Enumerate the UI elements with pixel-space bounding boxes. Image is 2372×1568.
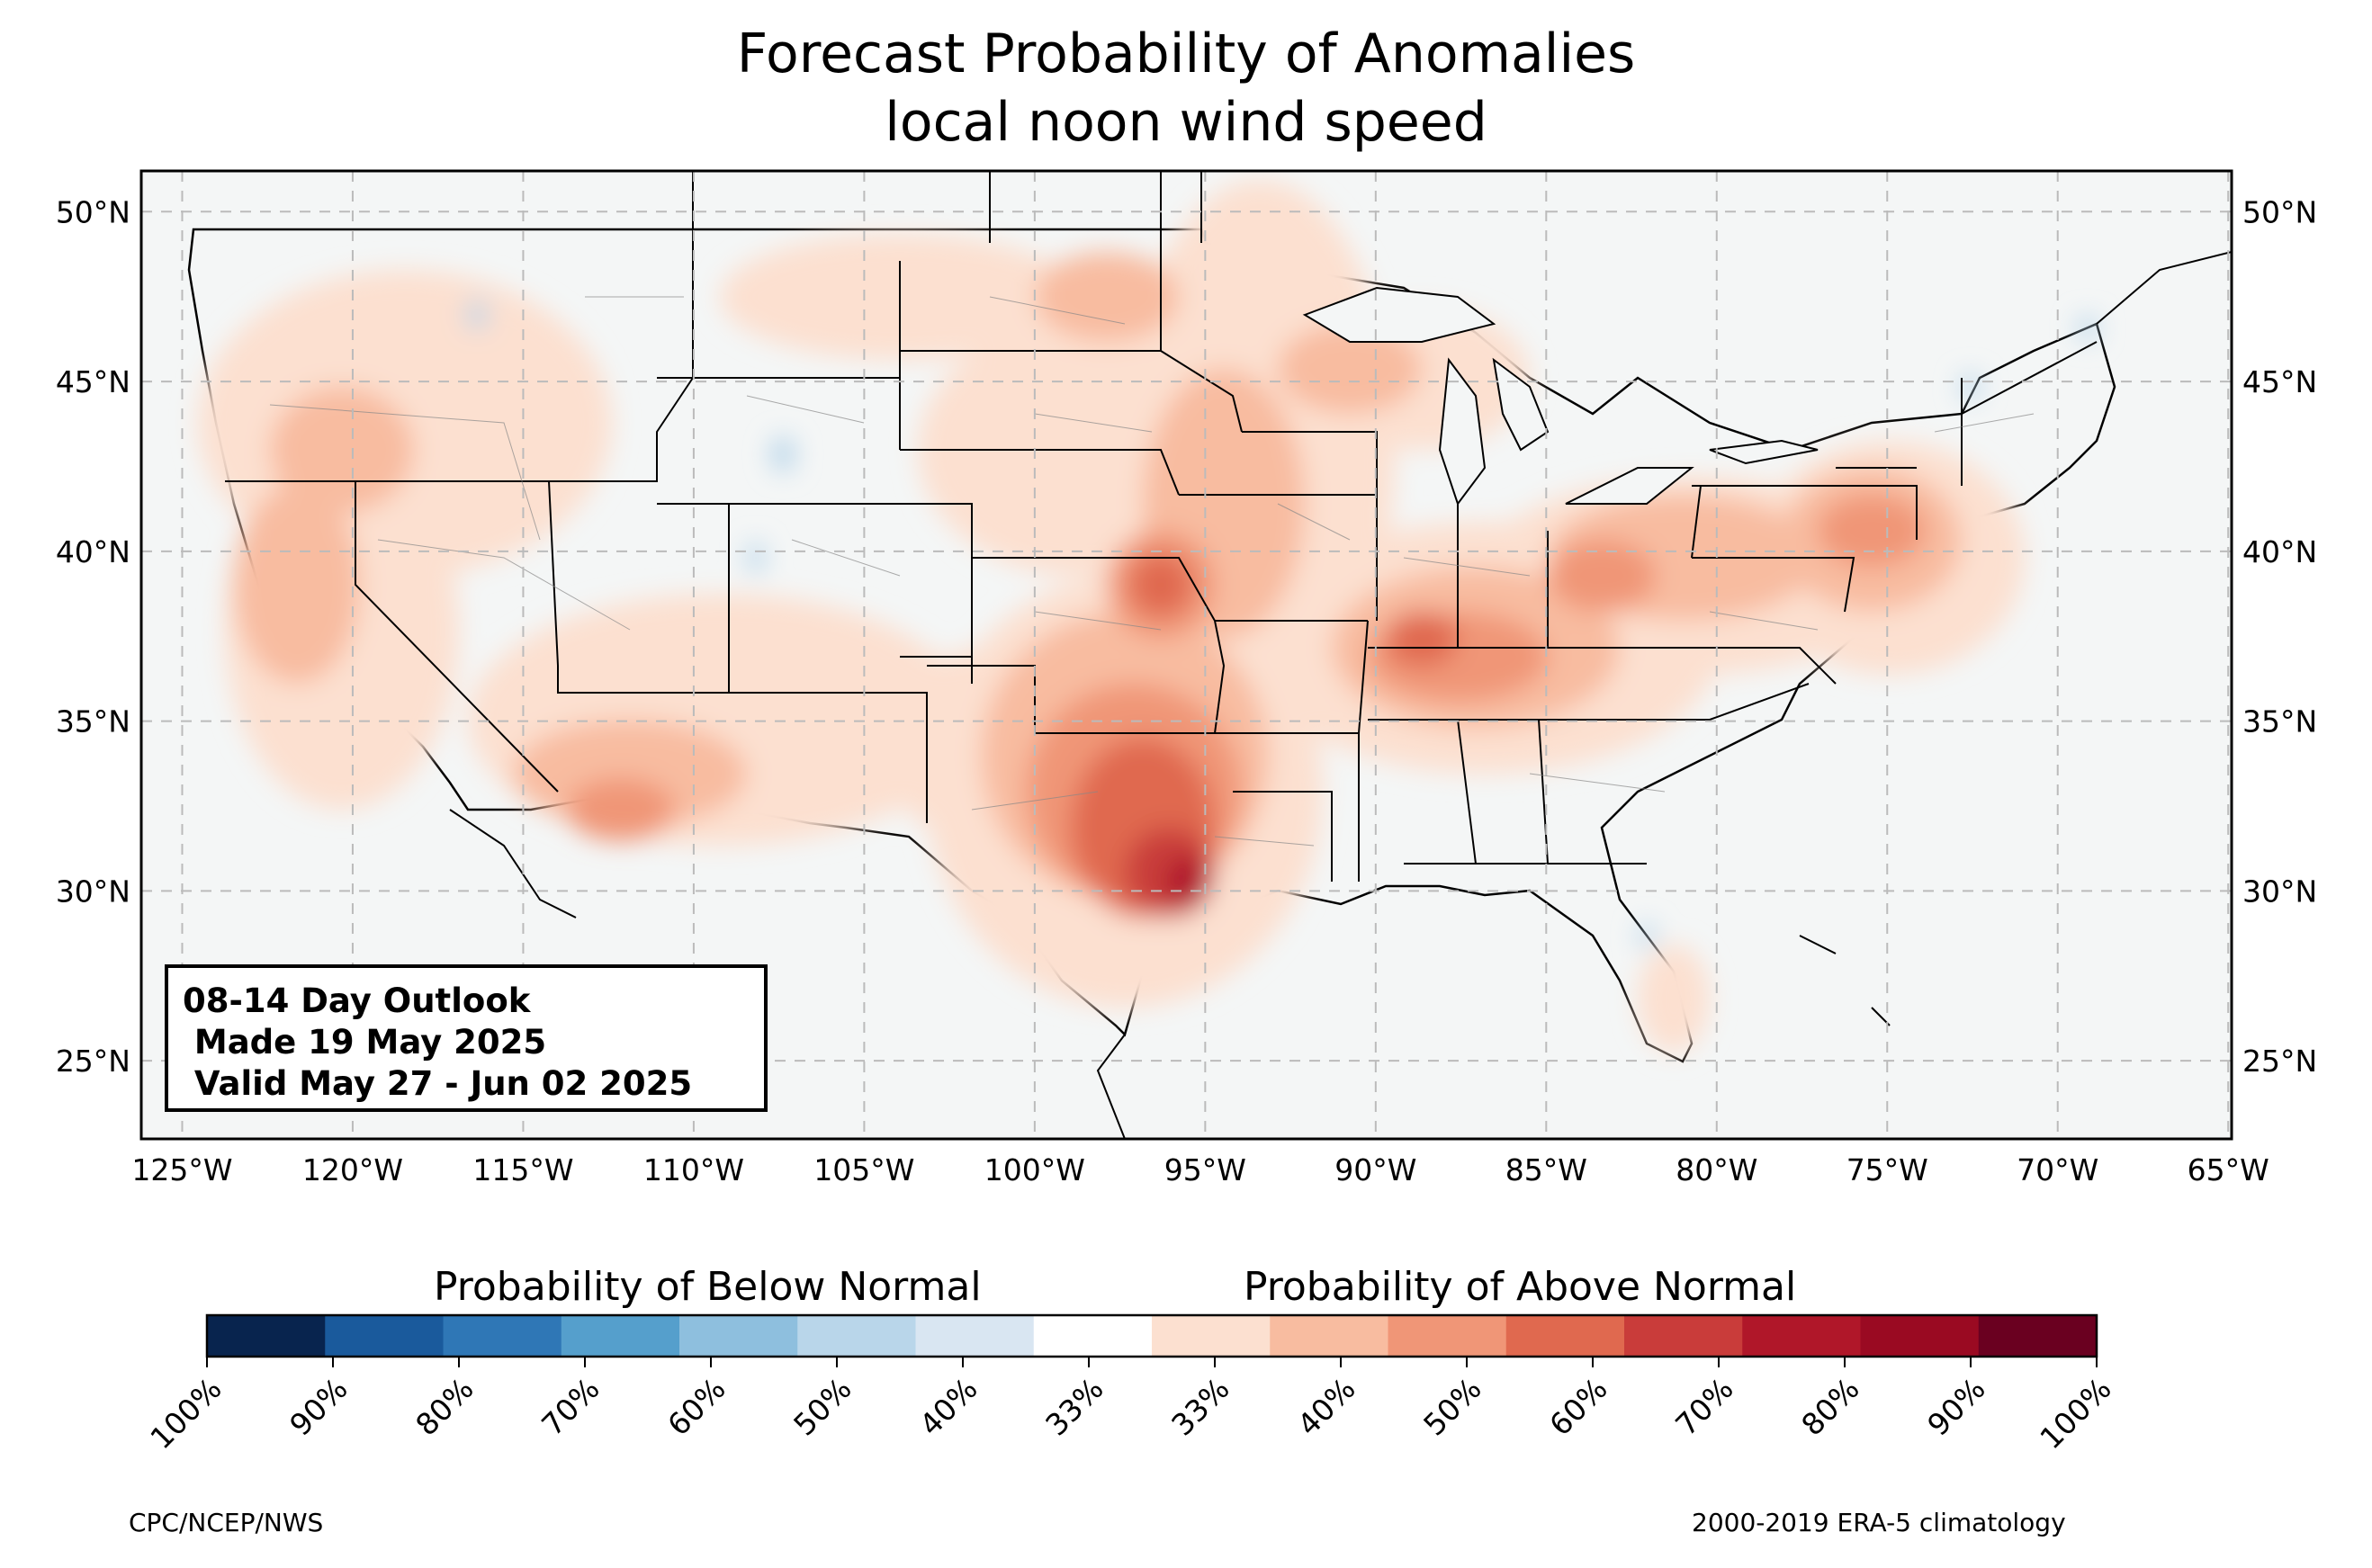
county-lines <box>269 296 2035 847</box>
colorbar-segment <box>1505 1315 1625 1357</box>
colorbar: 100% 90% 80% 70% 60% 50% 40% 33% 33% 40% 50% 60% 70%… <box>143 1313 2118 1456</box>
colorbar-segment <box>207 1315 326 1357</box>
latitude-label-right: 45°N <box>2242 364 2317 399</box>
colorbar-border <box>205 1313 2098 1358</box>
coastlines <box>449 171 2232 1139</box>
latitude-label-right: 50°N <box>2242 194 2317 229</box>
colorbar-tick-label: 50% <box>1416 1371 1487 1442</box>
outlook-info-box: 08-14 Day Outlook Made 19 May 2025 Valid… <box>165 964 768 1112</box>
colorbar-tick-label: 60% <box>1542 1371 1613 1442</box>
colorbar-segment <box>1270 1315 1388 1357</box>
colorbar-tick-label: 40% <box>1290 1371 1361 1442</box>
latitude-label-right: 40°N <box>2242 534 2317 569</box>
latitude-label-right: 25°N <box>2242 1044 2317 1079</box>
colorbar-tick-label: 90% <box>283 1371 354 1442</box>
colorbar-segment <box>1860 1315 1980 1357</box>
pacific-ocean <box>141 171 450 1139</box>
colorbar-tick-label: 50% <box>786 1371 858 1442</box>
colorbar-segment <box>915 1315 1035 1357</box>
longitude-label: 75°W <box>1846 1152 1928 1187</box>
colorbar-tick-label: 100% <box>143 1371 228 1456</box>
outlook-valid-range: Valid May 27 - Jun 02 2025 <box>183 1064 693 1103</box>
below-normal-label: Probability of Below Normal <box>434 1264 982 1310</box>
colorbar-segment <box>797 1315 916 1357</box>
gridlines <box>141 171 2232 1139</box>
map-border <box>139 169 2233 1141</box>
colorbar-tick-label: 80% <box>409 1371 480 1442</box>
longitude-label: 70°W <box>2017 1152 2098 1187</box>
colorbar-segment <box>325 1315 444 1357</box>
colorbar-segment <box>1152 1315 1271 1357</box>
colorbar-tick-label: 40% <box>912 1371 984 1442</box>
latitude-label-left: 35°N <box>56 704 130 739</box>
colorbar-segment <box>679 1315 798 1357</box>
longitude-label: 115°W <box>472 1152 573 1187</box>
anomaly-contours <box>198 180 2098 1053</box>
colorbar-segment <box>1978 1315 2098 1357</box>
colorbar-tick-label: 90% <box>1920 1371 1991 1442</box>
axis-labels: 125°W 120°W 115°W 110°W 105°W 100°W 95°W 90°W 85… <box>56 194 2317 1187</box>
longitude-label: 65°W <box>2188 1152 2269 1187</box>
colorbar-segment <box>1624 1315 1743 1357</box>
colorbar-tick-label: 80% <box>1794 1371 1865 1442</box>
colorbar-tick-label: 60% <box>660 1371 732 1442</box>
longitude-label: 125°W <box>131 1152 232 1187</box>
latitude-label-right: 30°N <box>2242 874 2317 909</box>
map-title: Forecast Probability of Anomalies <box>736 22 1636 85</box>
longitude-label: 85°W <box>1505 1152 1587 1187</box>
longitude-label: 120°W <box>302 1152 403 1187</box>
footer-climatology: 2000-2019 ERA-5 climatology <box>1692 1508 2066 1537</box>
colorbar-segment <box>1033 1315 1153 1357</box>
great-lakes <box>1302 286 1819 506</box>
outlook-made-date: Made 19 May 2025 <box>183 1023 547 1062</box>
longitude-label: 105°W <box>813 1152 914 1187</box>
colorbar-tick-label: 33% <box>1164 1371 1235 1442</box>
longitude-label: 100°W <box>984 1152 1085 1187</box>
longitude-label: 90°W <box>1334 1152 1416 1187</box>
longitude-label: 80°W <box>1676 1152 1757 1187</box>
colorbar-segment <box>1388 1315 1507 1357</box>
above-normal-label: Probability of Above Normal <box>1244 1264 1797 1310</box>
longitude-label: 110°W <box>643 1152 744 1187</box>
colorbar-tick-label: 70% <box>535 1371 606 1442</box>
footer-source: CPC/NCEP/NWS <box>129 1508 324 1537</box>
latitude-label-left: 50°N <box>56 194 130 229</box>
colorbar-tick-label: 33% <box>1038 1371 1110 1442</box>
colorbar-tick-label: 70% <box>1668 1371 1739 1442</box>
longitude-label: 95°W <box>1164 1152 1246 1187</box>
latitude-label-left: 40°N <box>56 534 130 569</box>
map-subtitle: local noon wind speed <box>885 91 1487 154</box>
colorbar-segment <box>561 1315 680 1357</box>
latitude-label-right: 35°N <box>2242 704 2317 739</box>
outlook-period: 08-14 Day Outlook <box>183 981 531 1020</box>
latitude-label-left: 45°N <box>56 364 130 399</box>
colorbar-segment <box>1742 1315 1861 1357</box>
latitude-label-left: 30°N <box>56 874 130 909</box>
colorbar-segment <box>443 1315 562 1357</box>
gulf-of-mexico <box>1120 882 1710 1139</box>
colorbar-tick-label: 100% <box>2033 1371 2117 1456</box>
latitude-label-left: 25°N <box>56 1044 130 1079</box>
